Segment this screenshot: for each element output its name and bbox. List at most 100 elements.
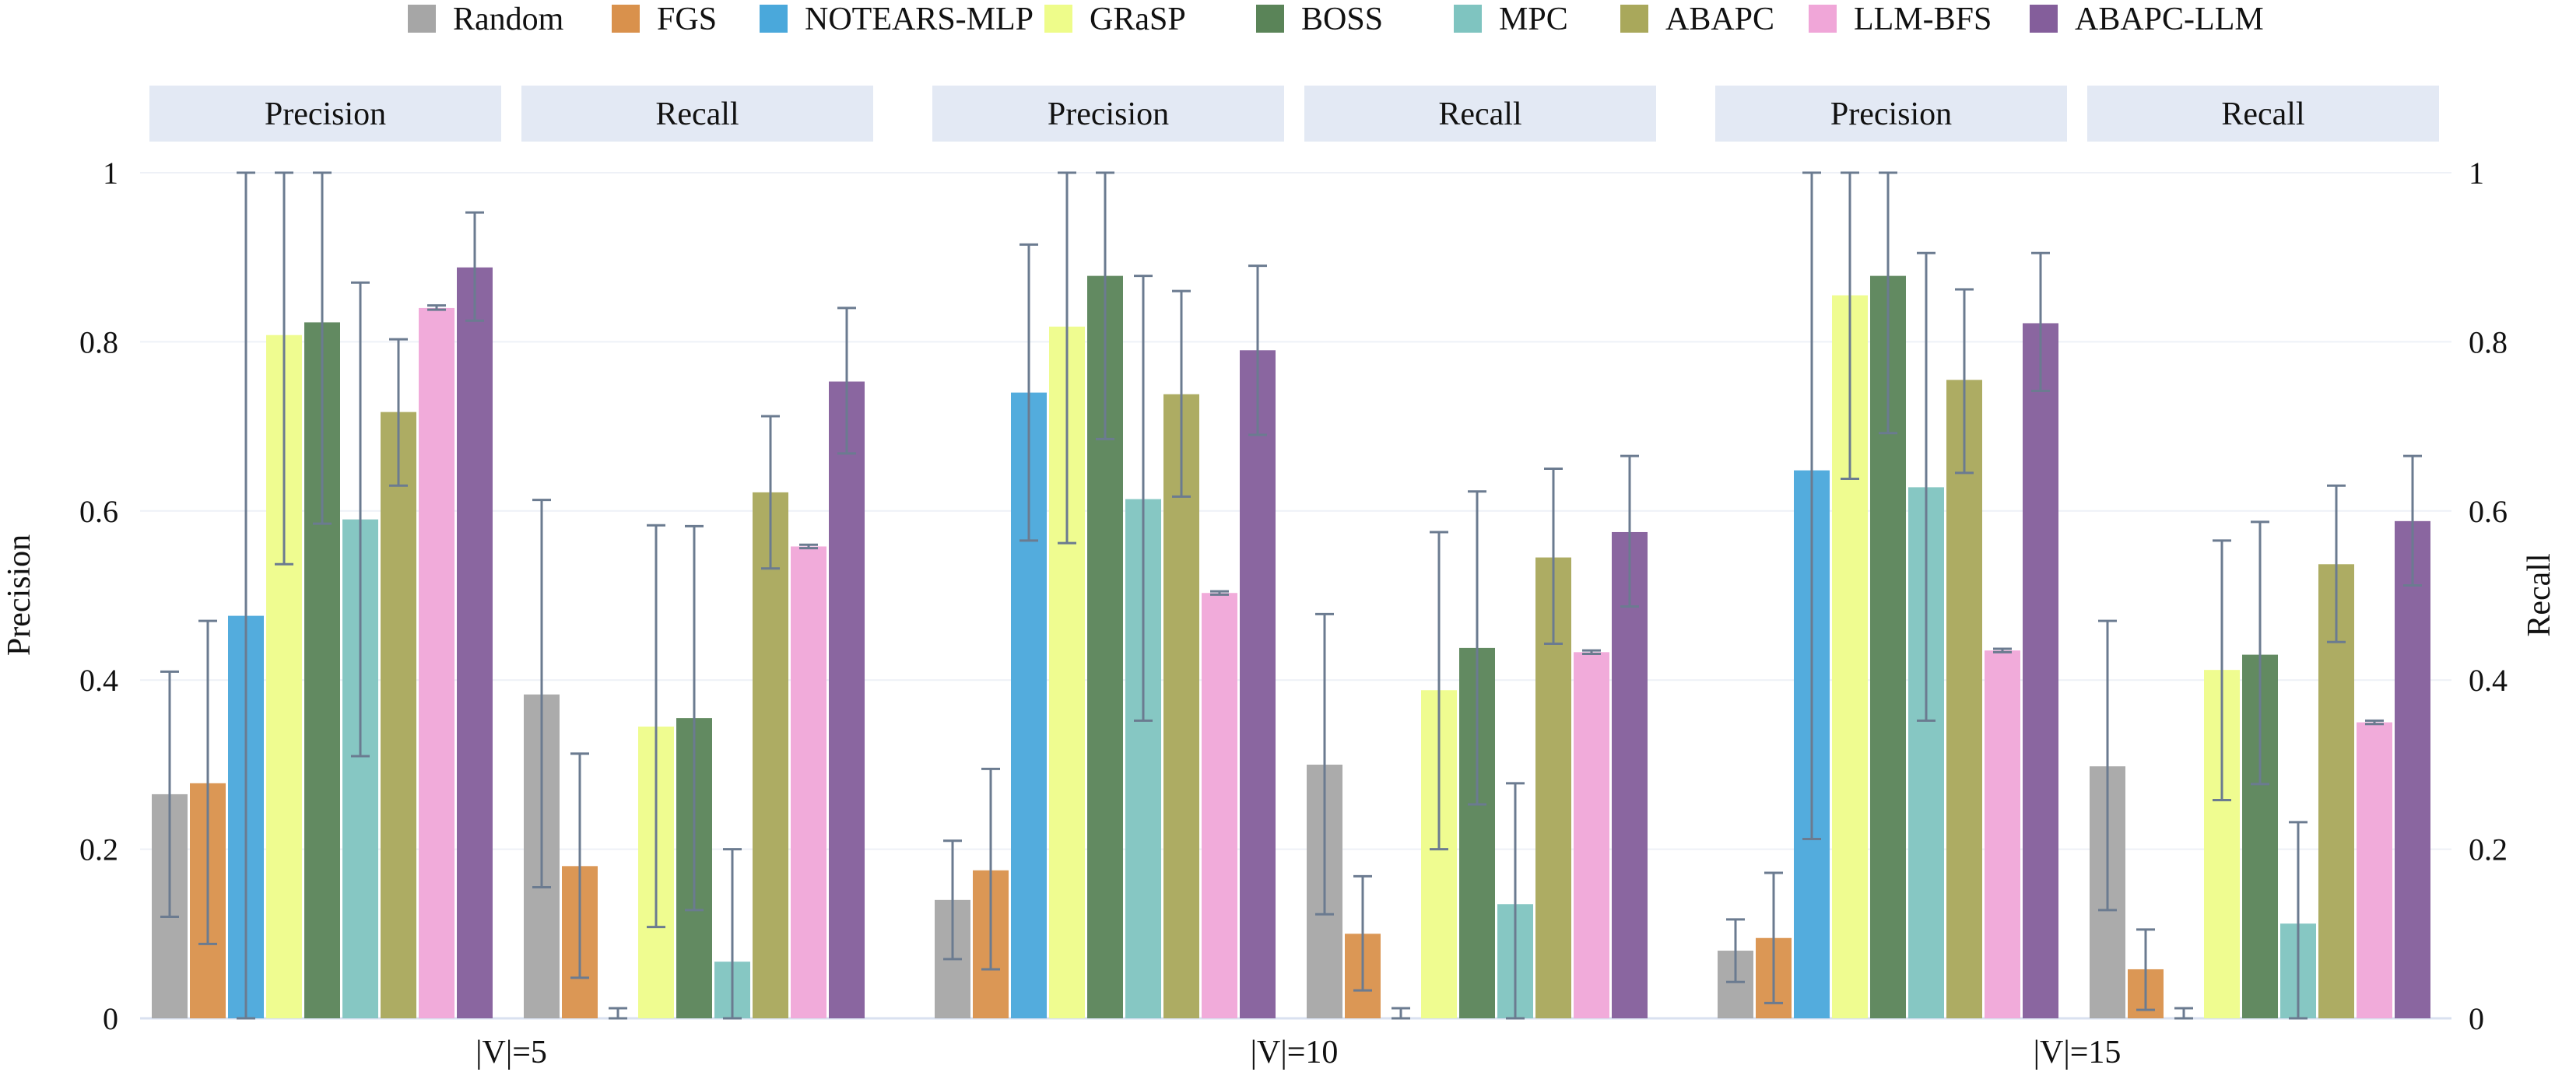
y-tick-label-left: 0.6 xyxy=(79,494,118,529)
bar xyxy=(1612,531,1648,1018)
error-bar xyxy=(1468,490,1486,806)
legend-label: Random xyxy=(453,2,564,37)
legend-item: ABAPC xyxy=(1620,2,1774,37)
error-bar xyxy=(1020,243,1038,542)
error-bar xyxy=(1392,1007,1410,1020)
legend-label: NOTEARS-MLP xyxy=(805,2,1034,37)
legend-swatch xyxy=(2030,5,2058,33)
legend-item: NOTEARS-MLP xyxy=(760,2,1034,37)
error-bar xyxy=(1134,275,1153,722)
panel-strip-label: Precision xyxy=(1048,96,1169,132)
y-tick-label-left: 0 xyxy=(103,1001,118,1036)
error-bar xyxy=(1248,264,1267,436)
error-bar xyxy=(2098,619,2117,912)
bar xyxy=(1163,394,1199,1018)
panel-strip: Recall xyxy=(521,86,873,142)
bar xyxy=(457,267,493,1018)
y-axis-label-right: Recall xyxy=(2522,553,2557,636)
bars xyxy=(152,267,2430,1019)
panel-strip-label: Precision xyxy=(265,96,386,132)
y-tick-label-right: 0.2 xyxy=(2469,832,2508,867)
x-group-label: |V|=5 xyxy=(476,1035,547,1070)
error-bar xyxy=(1315,612,1334,916)
error-bar xyxy=(1506,782,1525,1020)
error-bar xyxy=(1802,171,1821,841)
legend-swatch xyxy=(1454,5,1482,33)
y-tick-label-right: 0.4 xyxy=(2469,663,2508,698)
error-bar xyxy=(1879,171,1897,435)
panel-strip: Precision xyxy=(1715,86,2067,142)
legend-item: LLM-BFS xyxy=(1809,2,1992,37)
y-tick-label-right: 0.6 xyxy=(2469,494,2508,529)
error-bar xyxy=(1172,289,1191,498)
y-axis-label-left: Precision xyxy=(2,534,37,656)
legend-swatch xyxy=(408,5,436,33)
error-bar xyxy=(1430,531,1448,851)
panel-strip: Recall xyxy=(2087,86,2439,142)
error-bar xyxy=(1058,171,1076,545)
bar xyxy=(1202,593,1237,1018)
legend-item: FGS xyxy=(612,2,717,37)
legend-label: MPC xyxy=(1499,2,1568,37)
panel-strip-label: Recall xyxy=(2221,96,2304,132)
y-tick-label-right: 1 xyxy=(2469,156,2484,191)
legend-label: ABAPC xyxy=(1665,2,1774,37)
y-tick-label-right: 0 xyxy=(2469,1001,2484,1036)
panel-strip-bg xyxy=(2087,86,2439,142)
error-bar xyxy=(1620,454,1639,608)
error-bar xyxy=(2031,251,2050,392)
error-bar xyxy=(465,211,484,322)
bar xyxy=(1946,380,1982,1018)
error-bar xyxy=(532,499,551,889)
error-bar xyxy=(1841,171,1859,480)
panel-strip-label: Recall xyxy=(655,96,739,132)
axes: 0 0 0.2 0.2 0.4 0.4 0.6 0.6 0.8 0.8 1 1 |V|=5 |V|=10 |… xyxy=(79,156,2508,1070)
error-bar xyxy=(723,848,742,1020)
legend-item: BOSS xyxy=(1256,2,1383,37)
panel-strip-label: Precision xyxy=(1830,96,1952,132)
y-tick-label-left: 0.4 xyxy=(79,663,118,698)
panel-strip-bg xyxy=(149,86,501,142)
legend-label: ABAPC-LLM xyxy=(2075,2,2264,37)
error-bars xyxy=(160,171,2422,1020)
error-bar xyxy=(160,670,179,919)
error-bar xyxy=(1353,874,1372,992)
bar xyxy=(419,307,454,1018)
bar xyxy=(791,546,826,1018)
error-bar xyxy=(2251,520,2269,786)
y-tick-label-left: 0.8 xyxy=(79,324,118,359)
error-bar xyxy=(570,752,589,979)
panel-strip-label: Recall xyxy=(1438,96,1521,132)
y-tick-label-left: 0.2 xyxy=(79,832,118,867)
bar xyxy=(1574,652,1609,1018)
error-bar xyxy=(799,543,818,550)
y-tick-label-right: 0.8 xyxy=(2469,324,2508,359)
error-bar xyxy=(2365,719,2384,726)
legend-swatch xyxy=(1256,5,1284,33)
bar xyxy=(2023,323,2058,1019)
bar xyxy=(1985,650,2020,1018)
legend-item: MPC xyxy=(1454,2,1568,37)
panel-strip-bg xyxy=(1715,86,2067,142)
legend-label: FGS xyxy=(657,2,717,37)
error-bar xyxy=(2403,454,2422,587)
legend-label: LLM-BFS xyxy=(1854,2,1992,37)
error-bar xyxy=(943,839,962,961)
error-bar xyxy=(647,524,665,929)
error-bar xyxy=(2174,1007,2193,1020)
legend-label: GRaSP xyxy=(1090,2,1186,37)
error-bar xyxy=(1210,590,1229,596)
error-bar xyxy=(237,171,255,1020)
panel-strip: Recall xyxy=(1304,86,1656,142)
error-bar xyxy=(2213,539,2231,802)
legend-swatch xyxy=(760,5,788,33)
legend: Random FGS NOTEARS-MLP GRaSP BOSS MPC ABAPC LLM… xyxy=(408,2,2264,37)
error-bar xyxy=(389,338,408,487)
bar xyxy=(2357,722,2392,1018)
bar xyxy=(829,381,865,1018)
panel-strips: Precision Recall Precision Recall Precision R… xyxy=(149,86,2439,142)
error-bar xyxy=(275,171,293,566)
x-group-label: |V|=10 xyxy=(1251,1035,1339,1070)
legend-swatch xyxy=(1809,5,1837,33)
error-bar xyxy=(981,767,1000,971)
